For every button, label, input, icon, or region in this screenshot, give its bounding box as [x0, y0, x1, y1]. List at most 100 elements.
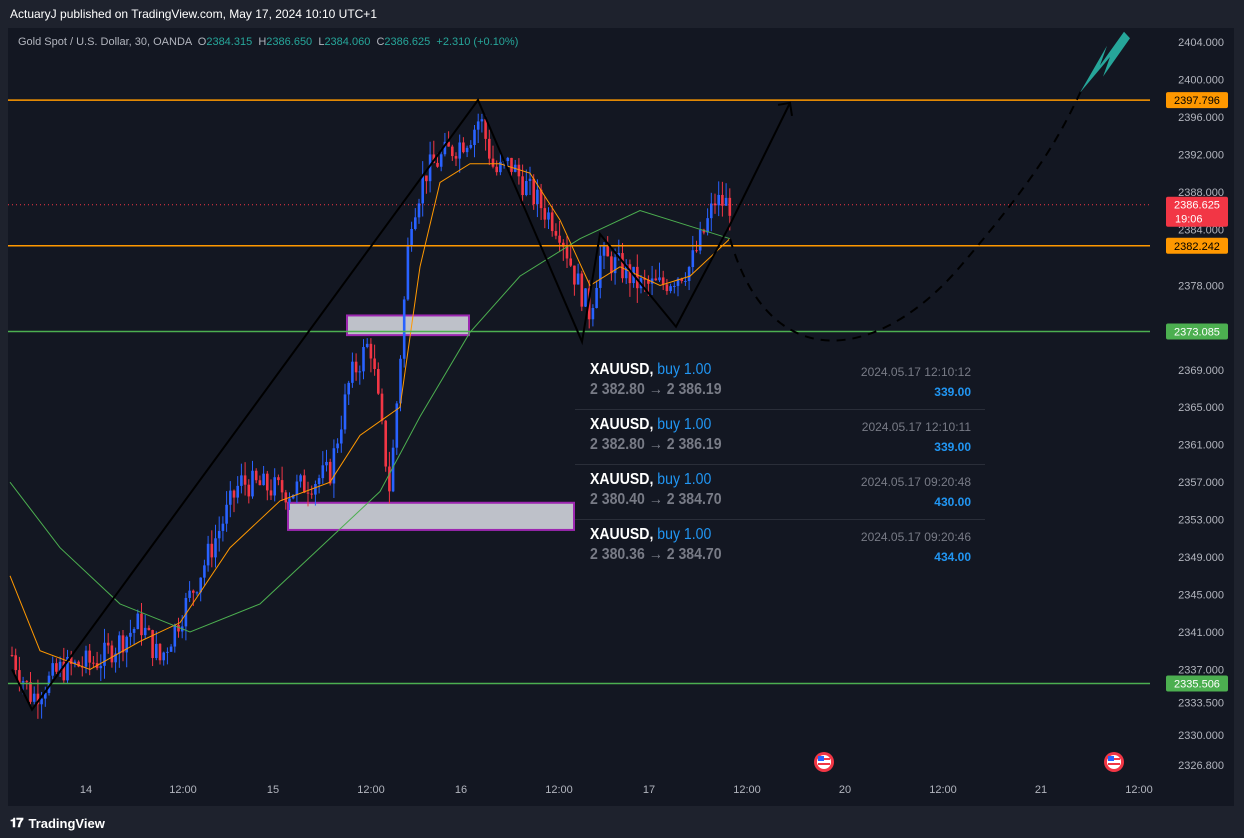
candle-body: [310, 493, 313, 495]
candle-body: [617, 253, 621, 258]
candle-body: [406, 244, 410, 300]
candle-body: [698, 229, 702, 251]
us-flag-stripe: [818, 763, 830, 765]
legend-c-label: C: [376, 36, 385, 48]
candle-body: [340, 429, 343, 444]
symbol-legend: Gold Spot / U.S. Dollar, 30, OANDA O2384…: [18, 36, 518, 48]
trade-prices: 2 382.80 → 2 386.19: [590, 436, 722, 453]
trade-time: 2024.05.17 09:20:46: [860, 530, 971, 544]
candle-body: [325, 461, 328, 466]
candle-body: [584, 288, 587, 307]
candle-body: [343, 394, 347, 430]
trade-symbol: XAUUSD: [590, 526, 650, 543]
candle-body: [528, 178, 532, 182]
candle-body: [573, 265, 576, 285]
candle-body: [706, 218, 709, 233]
candle-body: [613, 257, 617, 274]
publisher-text: ActuaryJ published on TradingView.com, M…: [10, 7, 377, 21]
tradingview-logo[interactable]: 𝟏𝟕 TradingView: [10, 815, 105, 831]
candle-body: [447, 141, 450, 147]
target-arrow-icon: [1080, 31, 1130, 93]
candle-body: [517, 164, 521, 177]
candle-body: [158, 643, 162, 661]
candle-body: [358, 371, 362, 373]
ma-fast-line: [9, 163, 731, 671]
candle-body: [247, 484, 251, 497]
candle-body: [458, 142, 461, 159]
candle-body: [55, 663, 58, 672]
candle-body: [621, 253, 624, 279]
candle-body: [273, 477, 276, 496]
level-price-label: 2373.085: [1174, 327, 1220, 339]
candle-body: [388, 466, 391, 492]
candle-body: [724, 197, 728, 206]
candle-body: [143, 627, 147, 636]
candle-body: [443, 141, 447, 155]
candle-body: [728, 197, 732, 216]
legend-low: 2384.060: [324, 36, 371, 48]
candle-body: [580, 273, 584, 307]
candle-body: [451, 146, 454, 157]
trade-prices: 2 380.40 → 2 384.70: [590, 491, 722, 508]
candle-body: [84, 650, 88, 667]
candle-body: [713, 203, 717, 206]
legend-open: 2384.315: [206, 36, 253, 48]
candle-body: [491, 158, 495, 167]
candle-body: [425, 175, 428, 182]
candle-body: [565, 246, 569, 259]
candle-body: [380, 393, 384, 421]
candle-body: [173, 624, 177, 647]
chart-frame[interactable]: 2404.000 2400.000 2396.000 2392.000 2388.000…: [8, 28, 1234, 806]
candle-body: [691, 250, 695, 268]
candle-body: [661, 277, 665, 285]
candle-body: [188, 590, 191, 598]
candle-body: [29, 682, 32, 702]
trade-symbol: XAUUSD: [590, 471, 650, 488]
trade-side: buy 1.00: [657, 361, 712, 378]
chart-svg[interactable]: 2404.000 2400.000 2396.000 2392.000 2388.000…: [8, 28, 1234, 806]
x-tick-label: 12:00: [929, 784, 957, 796]
y-tick-label: 2365.000: [1178, 402, 1224, 414]
candle-body: [240, 475, 243, 486]
trade-symbol: XAUUSD: [590, 416, 650, 433]
candle-body: [251, 470, 254, 497]
candle-body: [480, 119, 484, 122]
tradingview-icon: 𝟏𝟕: [10, 815, 24, 830]
y-tick-label: 2326.800: [1178, 760, 1224, 772]
trade-symbol: XAUUSD: [590, 361, 650, 378]
candle-body: [599, 255, 602, 288]
candle-body: [262, 473, 265, 486]
candle-body: [439, 154, 443, 167]
candle-body: [576, 273, 580, 285]
candle-body: [229, 490, 232, 505]
candle-body: [547, 212, 550, 220]
candle-body: [628, 264, 632, 284]
x-tick-label: 12:00: [169, 784, 197, 796]
candle-body: [277, 477, 280, 481]
candle-body: [362, 347, 365, 372]
candle-body: [354, 361, 358, 373]
candle-body: [217, 530, 221, 539]
trade-row: XAUUSD, buy 1.00 2 380.36 → 2 384.70 202…: [590, 526, 971, 564]
trade-pnl: 434.00: [934, 550, 971, 564]
y-tick-label: 2404.000: [1178, 37, 1224, 49]
candle-body: [624, 264, 628, 279]
x-tick-label: 17: [643, 784, 655, 796]
y-tick-label: 2357.000: [1178, 477, 1224, 489]
y-tick-label: 2384.000: [1178, 224, 1224, 236]
y-tick-label: 2345.000: [1178, 590, 1224, 602]
candle-body: [166, 651, 169, 653]
candle-body: [236, 485, 239, 498]
x-tick-label: 12:00: [545, 784, 573, 796]
candle-body: [88, 650, 91, 663]
candle-body: [51, 663, 54, 676]
candle-body: [454, 156, 458, 159]
candle-body: [562, 242, 565, 247]
candle-body: [132, 629, 136, 633]
y-tick-label: 2396.000: [1178, 112, 1224, 124]
trade-pnl: 430.00: [934, 495, 971, 509]
candle-body: [606, 246, 609, 257]
candle-body: [147, 627, 151, 631]
y-tick-label: 2333.500: [1178, 697, 1224, 709]
candle-body: [473, 129, 476, 146]
